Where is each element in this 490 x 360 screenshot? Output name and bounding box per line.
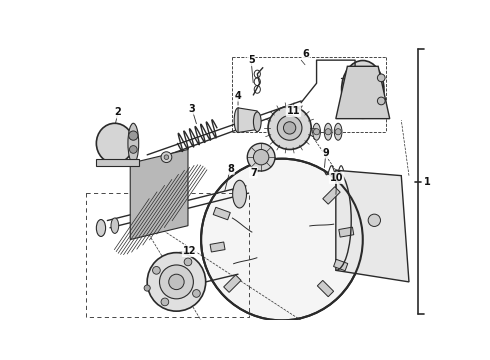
Polygon shape — [97, 159, 140, 166]
Circle shape — [184, 258, 192, 266]
Circle shape — [283, 122, 296, 134]
Circle shape — [335, 129, 341, 135]
Circle shape — [268, 106, 311, 149]
Circle shape — [368, 214, 381, 226]
Polygon shape — [210, 242, 225, 252]
Circle shape — [129, 145, 137, 153]
Circle shape — [169, 274, 184, 289]
Text: 12: 12 — [183, 246, 196, 256]
Circle shape — [147, 253, 206, 311]
Polygon shape — [334, 259, 348, 271]
Circle shape — [161, 298, 169, 306]
Text: 6: 6 — [302, 49, 309, 59]
Text: 1: 1 — [424, 177, 431, 187]
Ellipse shape — [253, 112, 261, 132]
Polygon shape — [339, 227, 354, 237]
Text: 10: 10 — [330, 173, 343, 183]
Text: 5: 5 — [248, 55, 254, 65]
Circle shape — [253, 149, 269, 165]
Circle shape — [377, 74, 385, 82]
Ellipse shape — [313, 123, 320, 140]
Circle shape — [144, 285, 150, 291]
Circle shape — [160, 265, 194, 299]
Ellipse shape — [342, 60, 384, 118]
Polygon shape — [213, 207, 230, 220]
Circle shape — [325, 129, 331, 135]
Polygon shape — [130, 149, 188, 239]
Circle shape — [152, 266, 160, 274]
Polygon shape — [318, 280, 334, 297]
Polygon shape — [336, 170, 409, 282]
Circle shape — [247, 143, 275, 171]
Ellipse shape — [97, 220, 106, 237]
Text: 2: 2 — [115, 108, 122, 117]
Circle shape — [161, 152, 172, 163]
Polygon shape — [223, 275, 241, 292]
Text: 11: 11 — [287, 106, 300, 116]
Ellipse shape — [128, 123, 139, 163]
Text: 9: 9 — [322, 148, 329, 158]
Circle shape — [129, 131, 138, 140]
Circle shape — [314, 129, 319, 135]
Ellipse shape — [334, 123, 342, 140]
Polygon shape — [323, 187, 340, 204]
Polygon shape — [238, 108, 257, 132]
Text: 7: 7 — [250, 167, 257, 177]
Circle shape — [164, 155, 169, 159]
Ellipse shape — [233, 180, 246, 208]
Ellipse shape — [97, 123, 133, 163]
Circle shape — [201, 159, 363, 320]
Polygon shape — [336, 66, 390, 119]
Ellipse shape — [324, 123, 332, 140]
Text: 4: 4 — [235, 91, 242, 100]
Text: 3: 3 — [189, 104, 195, 114]
Circle shape — [377, 97, 385, 105]
Circle shape — [193, 289, 200, 297]
Polygon shape — [232, 185, 246, 199]
Ellipse shape — [111, 218, 119, 233]
Ellipse shape — [234, 108, 242, 132]
Circle shape — [277, 116, 302, 140]
Text: 8: 8 — [227, 164, 234, 174]
